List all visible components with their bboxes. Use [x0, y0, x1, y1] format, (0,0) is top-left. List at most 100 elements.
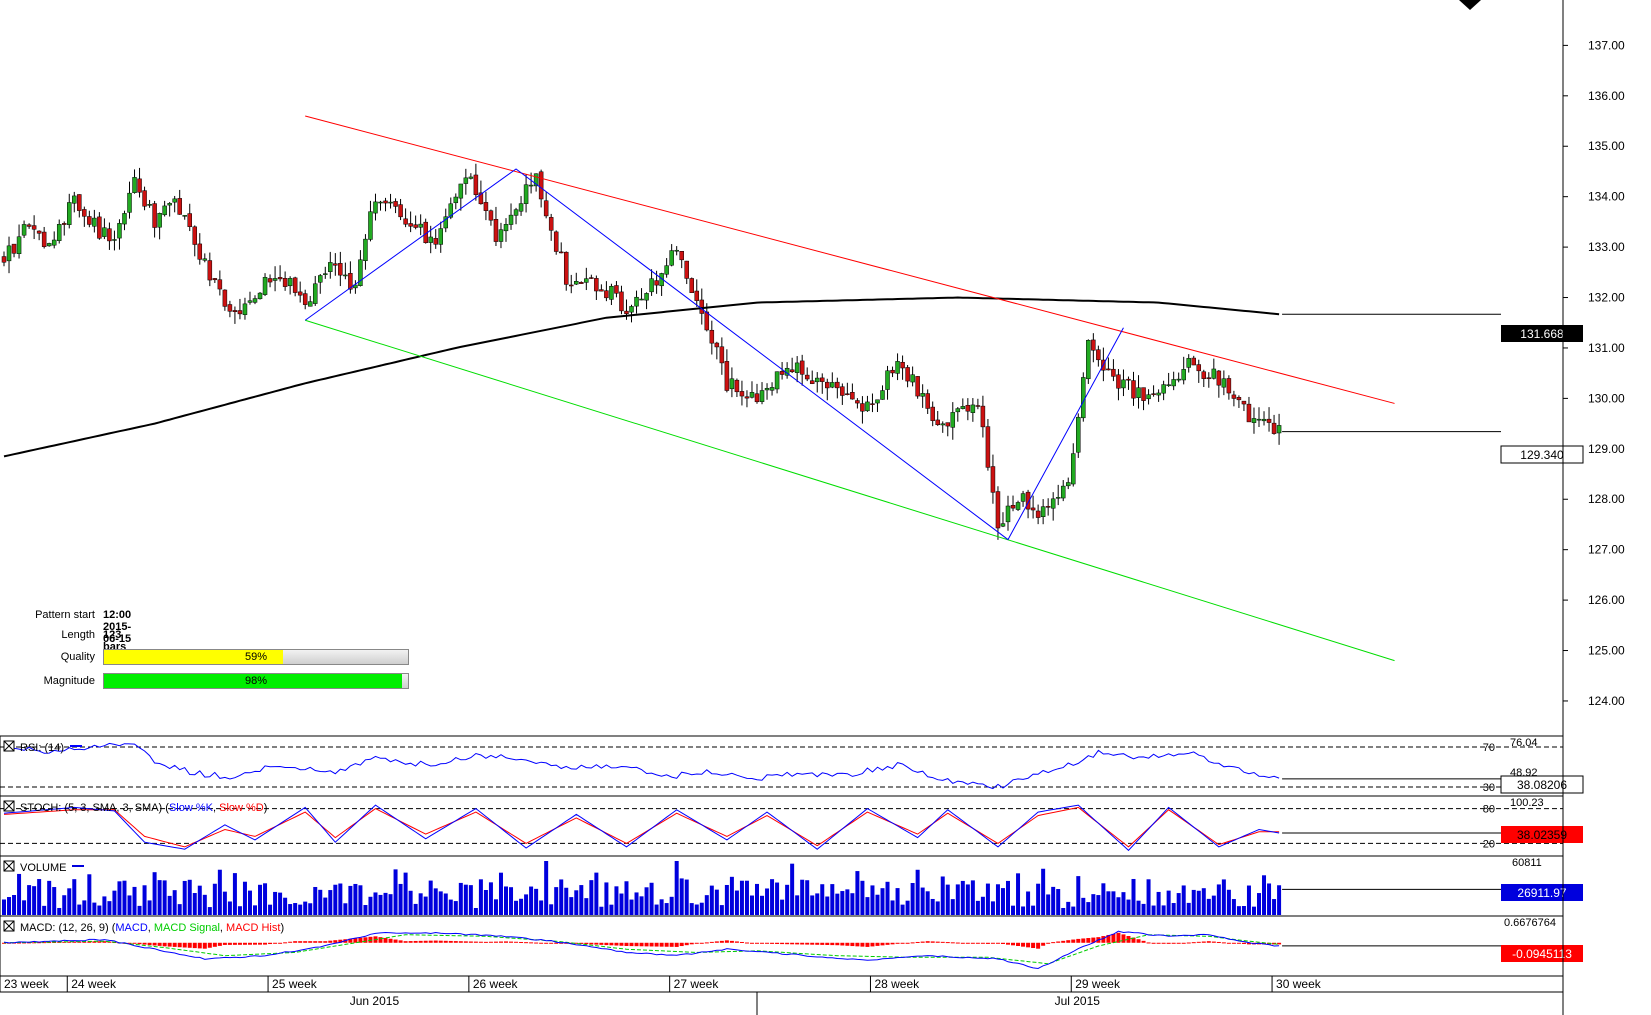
- volume-bar: [549, 904, 554, 915]
- level-label: 20: [1483, 838, 1495, 850]
- candle-body: [835, 381, 840, 389]
- macd-hist-bar: [1131, 937, 1136, 943]
- candle-body: [102, 227, 107, 237]
- volume-bar: [232, 873, 237, 915]
- candle-body: [1000, 523, 1006, 527]
- volume-bar: [820, 884, 825, 915]
- macd-hist-bar: [900, 942, 905, 944]
- macd-hist-bar: [72, 941, 77, 943]
- volume-bar: [77, 904, 82, 915]
- candle-body: [97, 216, 102, 239]
- volume-bar: [17, 873, 22, 915]
- volume-bar: [1151, 905, 1156, 915]
- macd-hist-bar: [202, 942, 207, 949]
- volume-toggle-icon[interactable]: [3, 860, 15, 872]
- candle-body: [920, 393, 925, 397]
- stoch-toggle-icon[interactable]: [3, 800, 15, 812]
- quality-bar-fill: [104, 650, 284, 664]
- quality-bar: 59%: [103, 649, 409, 665]
- macd-hist-bar: [504, 941, 508, 943]
- candle-body: [498, 229, 504, 242]
- volume-bar: [333, 884, 338, 915]
- macd-hist-bar: [237, 942, 242, 945]
- rsi-toggle-icon[interactable]: [3, 740, 15, 752]
- candle-body: [237, 310, 243, 315]
- candle-body: [594, 278, 599, 292]
- candle-body: [257, 292, 263, 300]
- macd-hist-bar: [920, 941, 925, 943]
- macd-title-main: MACD: (12, 26, 9): [20, 922, 109, 934]
- macd-hist-bar: [519, 941, 524, 943]
- candle-body: [1030, 507, 1036, 511]
- macd-hist-bar: [182, 942, 187, 948]
- candle-body: [137, 178, 142, 193]
- volume-bar: [855, 871, 860, 915]
- candle-body: [297, 291, 303, 296]
- price-tick-label: 127.00: [1588, 543, 1625, 557]
- candle-body: [714, 342, 720, 348]
- macd-hist-bar: [443, 940, 448, 943]
- candle-body: [523, 184, 529, 204]
- scroll-marker-icon[interactable]: [1459, 0, 1481, 10]
- candle-body: [533, 173, 539, 187]
- candle-body: [418, 223, 423, 228]
- macd-hist-bar: [1231, 942, 1236, 944]
- volume-bar: [1066, 901, 1071, 915]
- macd-hist-bar: [187, 942, 192, 948]
- rsi-value-label: 38.08206: [1517, 778, 1567, 792]
- volume-bar: [187, 879, 192, 915]
- volume-bar: [97, 905, 102, 915]
- macd-hist-bar: [830, 942, 835, 946]
- macd-hist-bar: [930, 941, 935, 943]
- candle-body: [965, 404, 971, 412]
- volume-bar: [654, 904, 659, 915]
- volume-bar: [970, 880, 975, 915]
- volume-bar: [217, 869, 222, 915]
- volume-bar: [629, 899, 634, 915]
- macd-hist-bar: [524, 942, 529, 944]
- macd-hist-bar: [810, 942, 815, 945]
- pattern-start-label: Pattern start: [35, 609, 95, 621]
- volume-bar: [825, 896, 830, 915]
- price-tick-label: 130.00: [1588, 391, 1625, 405]
- volume-bar: [1186, 902, 1191, 915]
- candle-body: [122, 213, 127, 225]
- macd-hist-bar: [845, 942, 850, 946]
- volume-bar: [278, 892, 283, 915]
- volume-bar: [132, 886, 137, 915]
- candle-body: [1025, 491, 1031, 510]
- macd-hist-bar: [1086, 938, 1091, 943]
- volume-bar: [644, 887, 649, 915]
- candle-body: [31, 225, 37, 230]
- macd-hist-bar: [544, 942, 549, 944]
- macd-toggle-icon[interactable]: [3, 920, 15, 932]
- candle-body: [77, 194, 82, 211]
- macd-hist-bar: [529, 942, 534, 944]
- candle-body: [935, 419, 940, 426]
- macd-hist-bar: [258, 942, 263, 945]
- macd-hist-bar: [975, 942, 980, 944]
- candle-body: [272, 278, 278, 281]
- candle-body: [664, 265, 669, 275]
- macd-hist-bar: [569, 942, 574, 944]
- volume-bar: [117, 881, 122, 915]
- candle-body: [157, 213, 162, 228]
- macd-hist-bar: [880, 942, 885, 946]
- volume-bar: [488, 882, 493, 915]
- macd-hist-bar: [945, 942, 950, 944]
- volume-bar: [514, 900, 519, 915]
- candle-body: [563, 251, 569, 285]
- volume-bar: [960, 880, 965, 915]
- volume-bar: [669, 896, 674, 915]
- macd-hist-bar: [217, 942, 222, 946]
- macd-hist-bar: [689, 942, 694, 945]
- candle-body: [87, 216, 92, 225]
- candle-body: [950, 412, 956, 428]
- volume-bar: [770, 879, 775, 915]
- macd-hist-bar: [604, 942, 609, 946]
- rsi-levels: 70 30: [0, 742, 1563, 794]
- macd-hist-bar: [227, 942, 232, 945]
- volume-bar: [539, 900, 544, 915]
- volume-bar: [237, 906, 242, 915]
